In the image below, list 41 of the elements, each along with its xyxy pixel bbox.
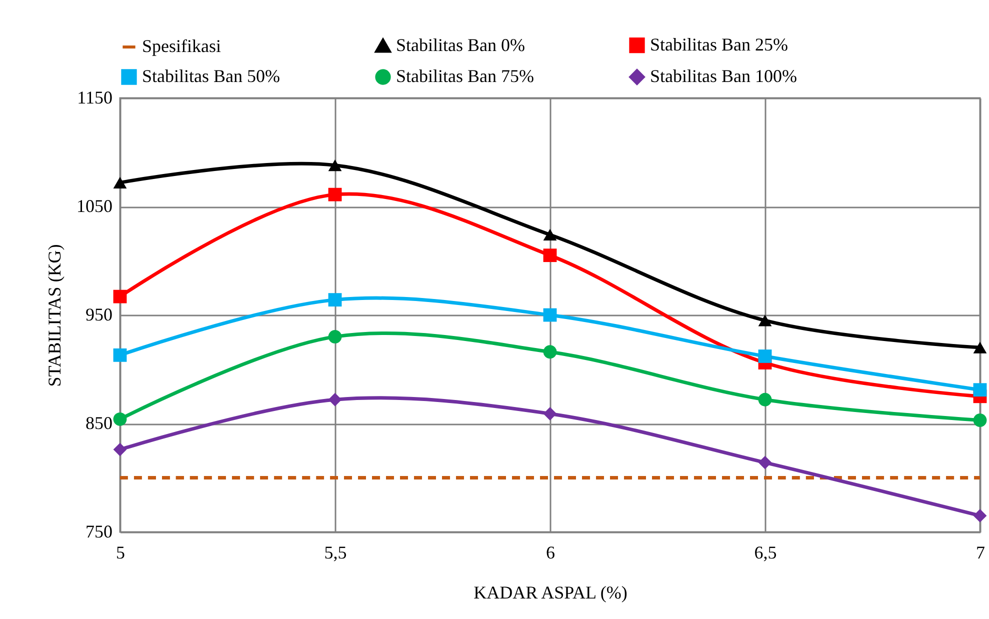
point	[543, 407, 557, 420]
y-tick-label: 850	[86, 413, 112, 433]
point	[758, 350, 772, 363]
point	[543, 248, 557, 262]
legend-label: Stabilitas Ban 50%	[142, 66, 280, 86]
point	[543, 345, 557, 359]
x-tick-label: 5,5	[324, 542, 347, 562]
legend-label: Stabilitas Ban 0%	[396, 34, 525, 55]
x-tick-label: 6,5	[754, 542, 777, 562]
point	[973, 414, 987, 427]
point	[973, 342, 987, 354]
y-tick-label: 750	[86, 522, 112, 542]
point	[328, 330, 342, 344]
y-tick-label: 950	[86, 304, 112, 324]
y-tick-label: 1050	[76, 196, 112, 216]
point	[543, 308, 557, 322]
point	[328, 392, 342, 406]
point	[758, 314, 772, 326]
point	[758, 392, 772, 406]
y-tick-label: 1150	[77, 88, 112, 108]
x-tick-label: 5	[116, 542, 125, 562]
y-axis-title: STABILITAS (KG)	[44, 244, 64, 387]
point	[328, 293, 342, 307]
x-axis-title: KADAR ASPAL (%)	[474, 582, 628, 602]
point	[113, 176, 127, 188]
legend-label: Spesifikasi	[142, 36, 221, 56]
point	[113, 442, 127, 456]
point	[543, 228, 557, 241]
legend-label: Stabilitas Ban 25%	[650, 34, 788, 54]
x-tick-label: 7	[976, 542, 985, 562]
point	[973, 509, 987, 522]
x-tick-label: 6	[546, 542, 555, 562]
point	[113, 290, 127, 304]
point	[328, 188, 342, 202]
point	[328, 159, 342, 172]
legend-label: Stabilitas Ban 75%	[396, 66, 534, 86]
point	[113, 412, 127, 426]
point	[973, 383, 987, 397]
legend-label: Stabilitas Ban 100%	[650, 66, 797, 86]
point	[758, 456, 772, 470]
point	[113, 348, 127, 362]
